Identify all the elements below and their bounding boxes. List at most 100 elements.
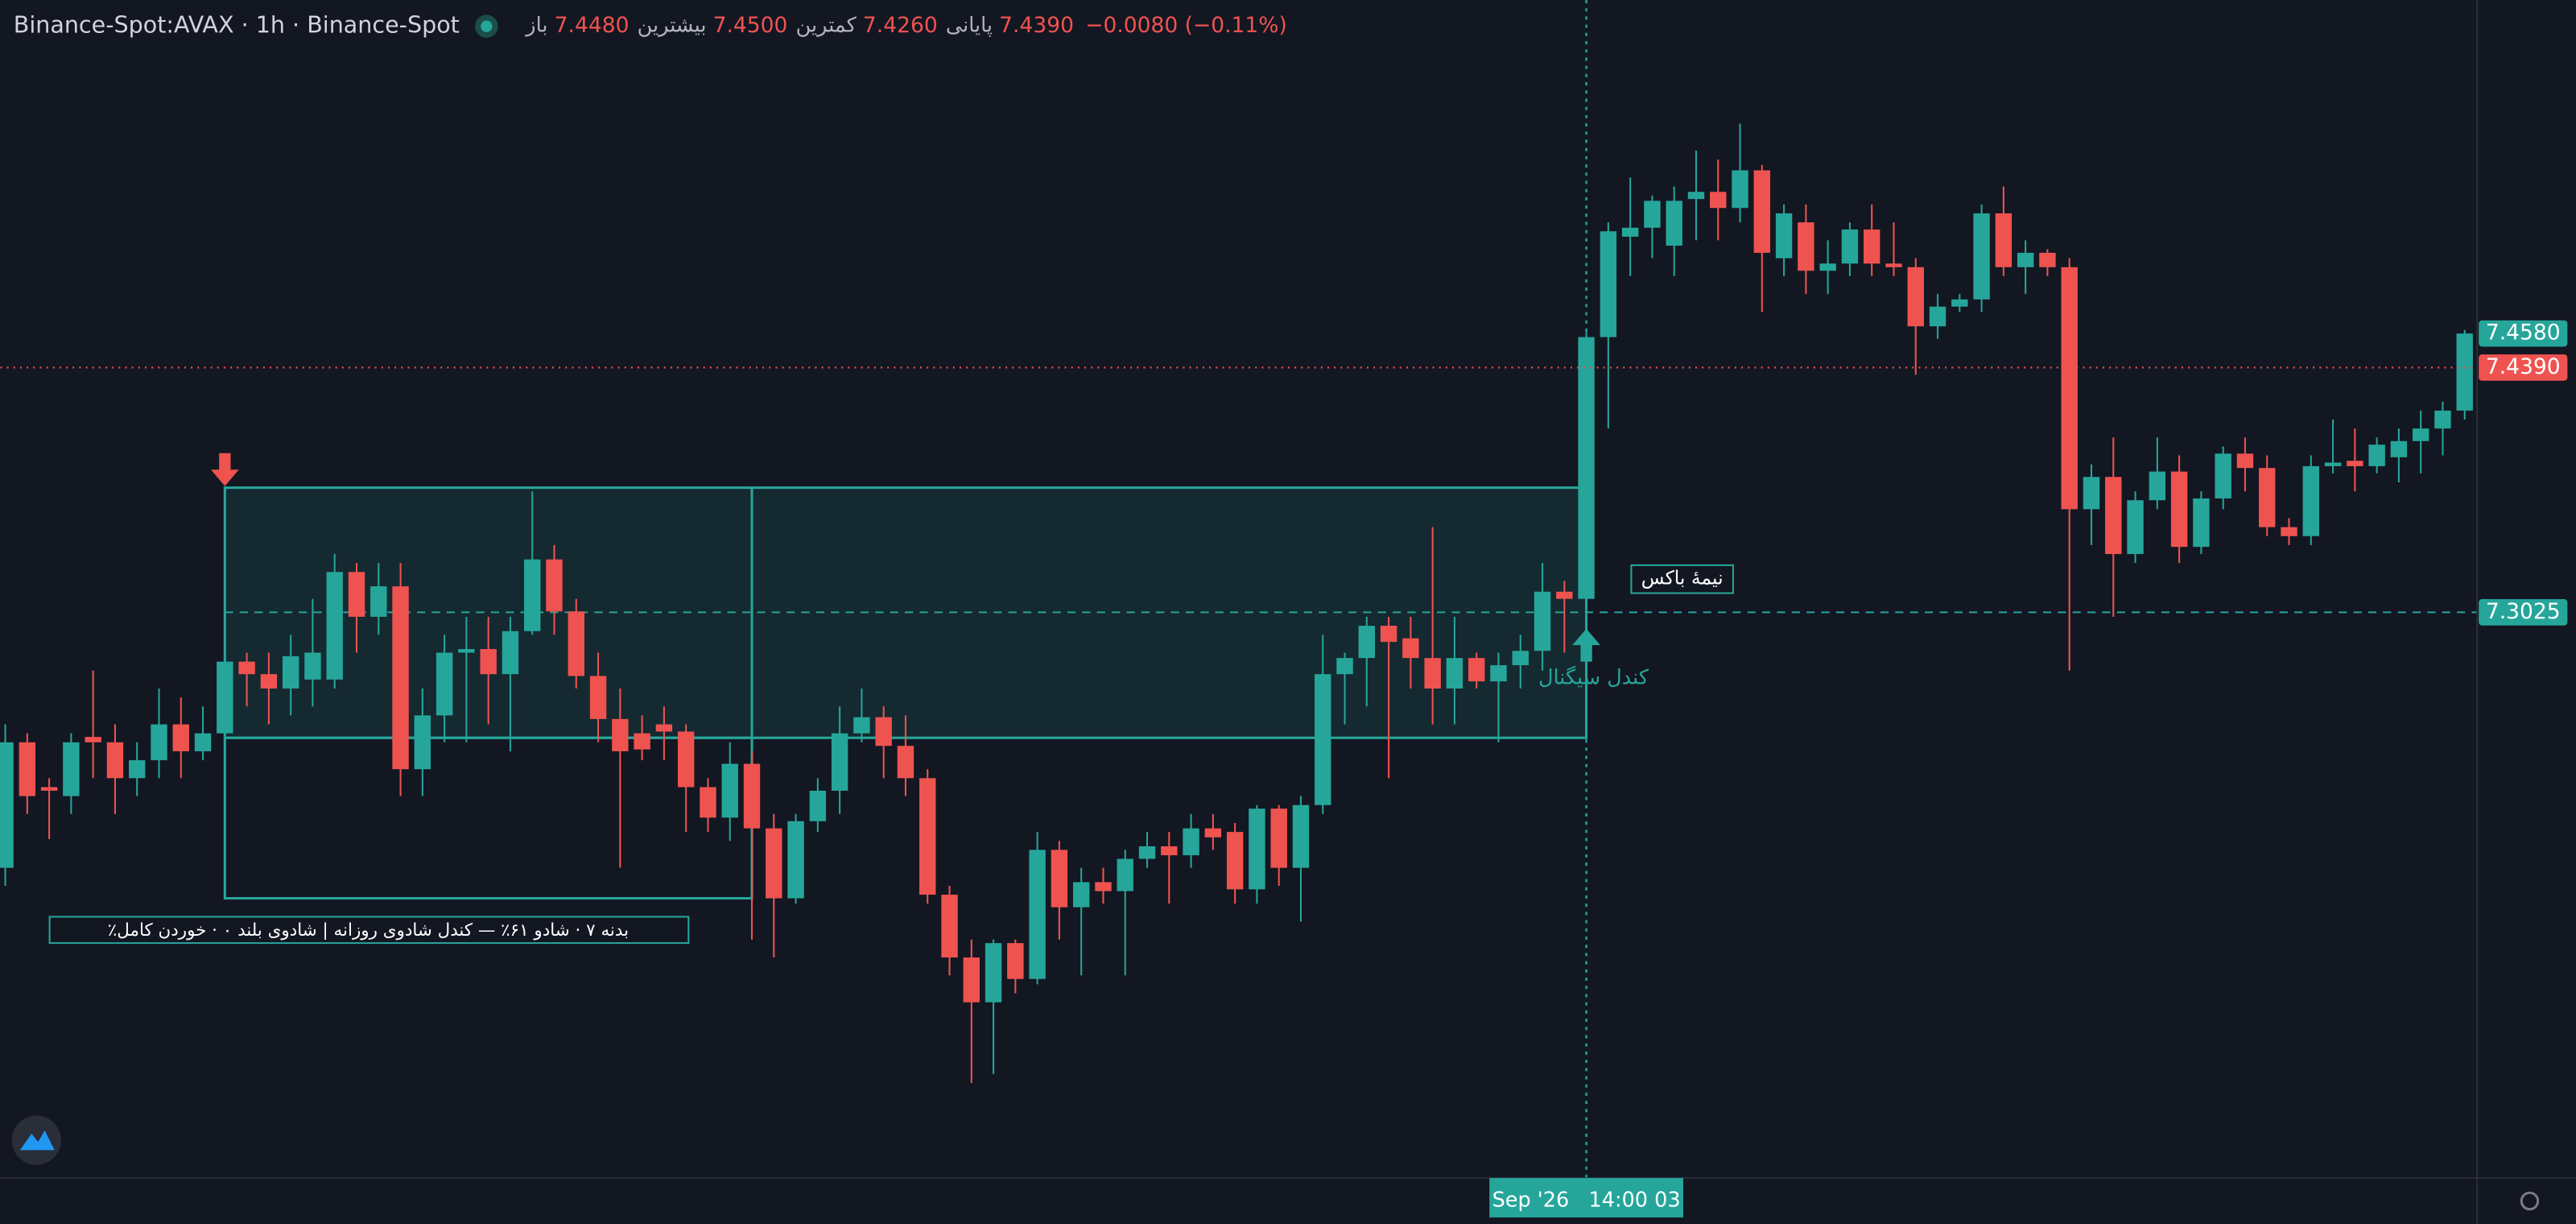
summary-label: بدنه ۷ · شادو ۶۱٪ — کندل شادوی روزانه | …	[108, 920, 629, 941]
candle	[2434, 401, 2451, 456]
price-tag-label: 7.4580	[2486, 320, 2561, 345]
candle	[831, 706, 848, 814]
candle-body	[2127, 500, 2144, 555]
legend-label: پایانی	[946, 14, 993, 38]
candle-body	[2236, 453, 2254, 469]
candle-body	[875, 717, 892, 746]
candle	[1226, 823, 1244, 904]
candle-body	[19, 742, 36, 796]
candle-body	[194, 733, 212, 751]
candle-body	[1775, 213, 1793, 258]
candle-body	[1490, 665, 1507, 682]
candle-body	[304, 652, 321, 680]
candle-body	[589, 676, 607, 719]
candle-body	[941, 895, 958, 958]
candle-body	[2149, 471, 2166, 501]
candle	[1292, 796, 1310, 922]
candle	[2127, 491, 2144, 564]
candle	[1512, 635, 1529, 689]
candle	[304, 598, 321, 707]
candle-body	[1336, 658, 1353, 675]
candle	[2149, 437, 2166, 510]
candle-body	[2281, 527, 2297, 536]
candle-body	[40, 787, 58, 791]
candle	[1402, 616, 1419, 689]
candle-body	[655, 724, 673, 732]
candle-body	[1402, 638, 1419, 659]
candle-body	[1841, 229, 1859, 264]
candle	[1183, 813, 1199, 868]
candle	[2215, 446, 2231, 510]
candle	[546, 544, 563, 635]
settings-icon[interactable]	[2520, 1191, 2540, 1211]
candle-body	[260, 674, 278, 689]
candle-body	[546, 559, 563, 612]
legend-value: 7.4390	[999, 13, 1074, 38]
candle-body	[172, 724, 189, 751]
candle-body	[2412, 428, 2429, 441]
candle-body	[1226, 832, 1244, 890]
candle	[392, 563, 409, 796]
candle-body	[2170, 471, 2188, 548]
candle-body	[1072, 882, 1090, 908]
legend-label: بیشترین	[638, 14, 707, 38]
candle-body	[480, 649, 497, 675]
candle	[1732, 123, 1748, 223]
candle-body	[743, 763, 761, 829]
candle	[1864, 204, 1880, 276]
candle	[2039, 249, 2056, 276]
candle	[1885, 222, 1902, 276]
legend-change: −0.0080 (−0.11%)	[1085, 13, 1287, 38]
midline-tag-label: 7.3025	[2486, 599, 2561, 624]
candle-body	[809, 790, 827, 821]
candle-body	[348, 572, 365, 617]
signal-arrow	[1572, 628, 1600, 662]
candle-body	[2324, 462, 2342, 466]
candle-body	[1424, 658, 1441, 689]
candle-body	[458, 649, 475, 653]
candle-body	[1446, 658, 1463, 689]
candle	[919, 769, 936, 904]
candle-body	[2347, 461, 2363, 466]
candle	[1951, 294, 1968, 312]
candle-body	[1138, 846, 1156, 859]
candle	[875, 706, 892, 779]
candle-body	[612, 718, 629, 751]
candle	[1424, 527, 1441, 725]
candle	[1556, 581, 1573, 653]
candle-body	[963, 957, 980, 1003]
candle-body	[2215, 453, 2231, 498]
candle	[1995, 186, 2013, 276]
candle-body	[2259, 468, 2276, 527]
candle	[1161, 832, 1178, 904]
candle-body	[2193, 498, 2210, 548]
candle-body	[1929, 306, 1946, 327]
candle	[458, 616, 475, 742]
candle-body	[1468, 658, 1485, 682]
candle	[2368, 437, 2385, 473]
candle	[502, 616, 519, 751]
candle	[2324, 420, 2342, 473]
candle-body	[2302, 465, 2319, 536]
axes: 7.4580 7.4390 7.3025 Sep '26 14:00 03	[1489, 320, 2568, 1218]
candle-body	[1885, 263, 1902, 267]
candle	[700, 778, 716, 833]
legend-label: کمترین	[796, 14, 857, 38]
candle-body	[1621, 227, 1639, 237]
candle	[1666, 186, 1682, 276]
candle-body	[919, 778, 936, 895]
candle	[1929, 294, 1946, 339]
candle	[1380, 616, 1397, 779]
candle	[217, 616, 233, 761]
candle	[1973, 204, 1990, 312]
candle-body	[634, 733, 650, 750]
candle-body	[217, 661, 233, 734]
candle	[1490, 652, 1507, 742]
candle-body	[436, 652, 453, 716]
candle-body	[524, 559, 541, 631]
candle	[85, 670, 101, 779]
candle	[677, 724, 695, 833]
candle	[63, 733, 80, 814]
